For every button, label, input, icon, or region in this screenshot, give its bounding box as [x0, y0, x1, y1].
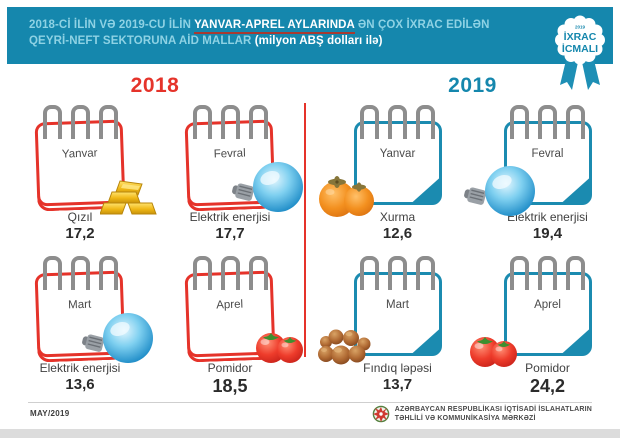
calendar-month-label: Aprel	[216, 298, 244, 312]
footer-organization: AZƏRBAYCAN RESPUBLİKASI İQTİSADİ İSLAHAT…	[372, 405, 592, 423]
calendar-month-label: Fevral	[529, 148, 566, 160]
footer-org-line1: AZƏRBAYCAN RESPUBLİKASI İQTİSADİ İSLAHAT…	[394, 406, 592, 413]
product-value: 19,4	[532, 225, 563, 242]
product-name: Fındıq ləpəsi	[363, 361, 432, 375]
tomatoes-icon	[464, 326, 522, 370]
calendar-rings-icon	[504, 256, 592, 290]
calendar-wrap: Yanvar	[318, 105, 442, 217]
product-value: 18,5	[212, 376, 248, 396]
ixrac-icmali-badge: 2019 İXRAC İCMALI	[554, 10, 606, 98]
product-name: Elektrik enerjisi	[189, 210, 271, 224]
calendar-rings-icon	[354, 105, 442, 139]
year-divider-line	[304, 103, 306, 357]
header-line1-post: ƏN ÇOX İXRAC EDİLƏN	[354, 19, 490, 31]
product-value: 17,2	[65, 225, 95, 242]
year-title-2019: 2019	[448, 74, 497, 97]
product-value: 13,6	[65, 376, 95, 393]
calendar-month-label: Yanvar	[61, 147, 98, 161]
product-name: Pomidor	[525, 361, 570, 375]
calendar-rings-icon	[186, 256, 274, 290]
calendar-wrap: Mart	[317, 256, 442, 365]
calendar-wrap: Yanvar	[34, 105, 157, 215]
header-line2-pre: QEYRİ-NEFT SEKTORUNA AİD MALLAR	[29, 34, 255, 47]
calendar-wrap: Mart	[34, 256, 153, 363]
calendar-wrap: Fevral	[463, 105, 592, 216]
export-item-2018-fevral: Fevral Elektr	[160, 105, 303, 242]
export-item-2019-mart: Mart	[317, 256, 468, 397]
grid-2018: Yanvar Qızıl 17,2	[5, 105, 305, 397]
calendar-rings-icon	[186, 105, 274, 139]
rosette-seal-icon: 2019 İXRAC İCMALI	[555, 15, 605, 90]
state-emblem-icon	[372, 405, 390, 423]
grid-2019: Yanvar	[317, 105, 618, 397]
calendar-wrap: Fevral	[184, 105, 303, 212]
header-line2-bold: (milyon ABŞ dolları ilə)	[254, 34, 383, 47]
badge-line2-text: İCMALI	[562, 42, 598, 55]
calendar-wrap: Aprel	[469, 256, 592, 367]
export-item-2019-yanvar: Yanvar	[318, 105, 468, 242]
export-item-2019-aprel: Aprel Pomidor 24,2	[469, 256, 618, 397]
product-value: 17,7	[215, 225, 245, 242]
gold-bars-icon	[99, 169, 158, 215]
section-2019: 2019 Yanvar	[317, 74, 618, 397]
hazelnuts-icon	[314, 322, 376, 370]
calendar-rings-icon	[354, 256, 442, 290]
product-value: 13,7	[382, 376, 413, 393]
product-name: Xurma	[379, 210, 416, 224]
product-value: 24,2	[529, 376, 566, 396]
calendar-wrap: Aprel	[184, 256, 303, 363]
calendar-month-label: Yanvar	[377, 148, 418, 160]
export-item-2018-aprel: Aprel Pomidor 18,5	[160, 256, 303, 397]
footer-date: MAY/2019	[30, 409, 70, 418]
product-name: Qızıl	[67, 210, 93, 224]
light-bulb-icon	[232, 157, 308, 215]
year-title-2018: 2018	[130, 74, 180, 97]
footer-divider-line	[28, 402, 592, 403]
header-line-2: QEYRİ-NEFT SEKTORUNA AİD MALLAR (milyon …	[29, 34, 613, 50]
calendar-month-label: Aprel	[532, 299, 563, 311]
persimmons-icon	[314, 169, 378, 219]
badge-line1-text: İXRAC	[564, 30, 597, 43]
header-line1-pre: 2018-Cİ İLİN VƏ 2019-CU İLİN	[29, 19, 195, 31]
section-2018: 2018 Yanvar	[5, 74, 305, 397]
product-value: 12,6	[382, 225, 413, 242]
calendar-rings-icon	[36, 105, 124, 139]
header-line-1: 2018-Cİ İLİN VƏ 2019-CU İLİN YANVAR-APRE…	[29, 18, 613, 34]
header-line1-highlight: YANVAR-APREL AYLARINDA	[194, 19, 355, 34]
bottom-gray-strip	[0, 429, 620, 438]
footer-org-text: AZƏRBAYCAN RESPUBLİKASI İQTİSADİ İSLAHAT…	[395, 405, 592, 423]
footer-org-line2: TƏHLİLİ VƏ KOMMUNİKASİYA MƏRKƏZİ	[394, 415, 536, 422]
product-name: Elektrik enerjisi	[39, 361, 121, 375]
header-title: 2018-Cİ İLİN VƏ 2019-CU İLİN YANVAR-APRE…	[7, 7, 613, 49]
tomatoes-icon	[250, 322, 308, 366]
calendar-rings-icon	[36, 256, 124, 290]
light-bulb-icon	[463, 161, 540, 219]
export-item-2018-mart: Mart Elektrik	[10, 256, 153, 397]
calendar-month-label: Mart	[384, 299, 411, 311]
calendar-rings-icon	[504, 105, 592, 139]
product-name: Elektrik enerjisi	[507, 210, 588, 224]
header-banner: 2018-Cİ İLİN VƏ 2019-CU İLİN YANVAR-APRE…	[7, 7, 613, 64]
badge-year-text: 2019	[575, 25, 586, 30]
export-item-2018-yanvar: Yanvar Qızıl 17,2	[10, 105, 157, 242]
export-item-2019-fevral: Fevral Elektr	[463, 105, 618, 242]
calendar-icon: Aprel	[503, 272, 592, 356]
light-bulb-icon	[82, 308, 158, 366]
product-name: Pomidor	[207, 361, 253, 375]
